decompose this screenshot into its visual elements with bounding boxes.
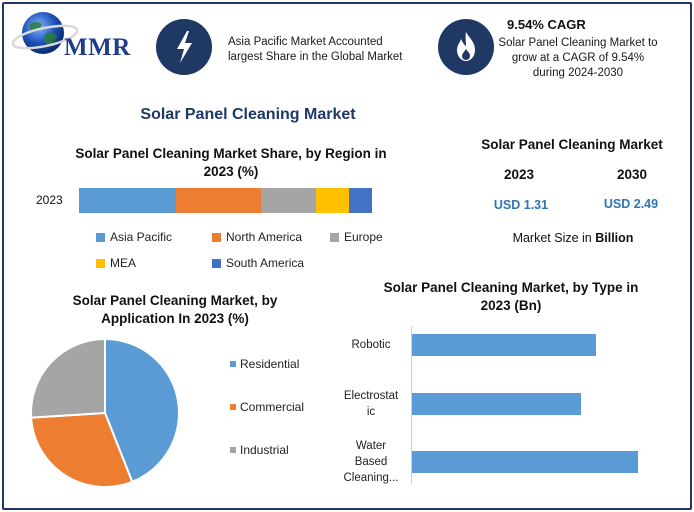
region-chart-title: Solar Panel Cleaning Market Share, by Re… xyxy=(75,146,387,179)
region-bar-segment-europe xyxy=(260,188,317,213)
region-stacked-bar xyxy=(79,188,372,213)
legend-item-south-america: South America xyxy=(212,256,304,270)
legend-swatch xyxy=(212,232,221,242)
legend-swatch xyxy=(96,232,105,242)
type-category-label-line: Electrostat xyxy=(343,390,399,402)
value-2023: USD 1.31 xyxy=(493,198,549,212)
legend-label: South America xyxy=(226,256,305,270)
type-bar-electrostatic xyxy=(412,393,581,415)
value-2030: USD 2.49 xyxy=(603,197,659,211)
application-chart-title: Solar Panel Cleaning Market, by Applicat… xyxy=(72,293,278,326)
logo-text: MMR xyxy=(64,34,131,61)
cagr-title: 9.54% CAGR xyxy=(507,17,586,32)
region-bar-segment-north-america xyxy=(175,188,261,213)
legend-swatch xyxy=(230,404,236,410)
legend-item-north-america: North America xyxy=(212,230,302,244)
legend-label: Asia Pacific xyxy=(110,230,173,244)
type-category-label-line: Based xyxy=(354,456,388,468)
type-chart-title: Solar Panel Cleaning Market, by Type in … xyxy=(383,280,639,313)
pie-slice-commercial xyxy=(30,411,134,488)
cagr-text: Solar Panel Cleaning Market to grow at a… xyxy=(498,37,658,79)
flame-badge xyxy=(438,19,494,75)
caption-prefix: Market Size in xyxy=(512,231,596,245)
type-category-label-line: Cleaning... xyxy=(343,472,399,484)
type-chart-axis xyxy=(411,326,412,484)
legend-item-mea: MEA xyxy=(96,256,136,270)
type-bar-water-based-cleaning xyxy=(412,451,638,473)
type-category-label-line: ic xyxy=(366,406,376,418)
info-asia-pacific: Asia Pacific Market Accounted largest Sh… xyxy=(228,36,403,63)
region-bar-segment-south-america xyxy=(348,188,372,213)
type-category-label-line: Water xyxy=(355,440,387,452)
legend-label: Industrial xyxy=(240,443,289,457)
caption-unit: Billion xyxy=(595,231,634,245)
type-category-label-line: Robotic xyxy=(351,339,391,351)
pie-slice-industrial xyxy=(30,337,106,419)
pie-legend-item-industrial: Industrial xyxy=(230,443,289,457)
flame-icon xyxy=(457,32,475,61)
globe-logo-icon xyxy=(12,12,78,54)
type-category-label: Water Based Cleaning... xyxy=(334,438,408,486)
type-category-label: Robotic xyxy=(334,337,408,353)
year-2023-label: 2023 xyxy=(503,167,535,182)
type-category-label: Electrostat ic xyxy=(334,388,408,420)
legend-label: MEA xyxy=(110,256,137,270)
pie-slice-residential xyxy=(104,337,180,484)
legend-swatch xyxy=(96,258,105,268)
market-size-title: Solar Panel Cleaning Market xyxy=(481,137,663,152)
type-bar-robotic xyxy=(412,334,596,356)
legend-swatch xyxy=(212,258,221,268)
legend-swatch xyxy=(330,232,339,242)
year-2030-label: 2030 xyxy=(616,167,648,182)
lightning-bolt-icon xyxy=(177,31,192,63)
pie-legend-item-commercial: Commercial xyxy=(230,400,304,414)
legend-label: North America xyxy=(226,230,303,244)
main-title: Solar Panel Cleaning Market xyxy=(140,106,356,123)
legend-label: Commercial xyxy=(240,400,305,414)
legend-item-europe: Europe xyxy=(330,230,383,244)
region-bar-segment-asia-pacific xyxy=(79,188,176,213)
legend-item-asia-pacific: Asia Pacific xyxy=(96,230,172,244)
pie-legend-item-residential: Residential xyxy=(230,357,299,371)
legend-swatch xyxy=(230,447,236,453)
market-size-caption: Market Size in Billion xyxy=(478,231,668,245)
region-bar-year-label: 2023 xyxy=(36,193,63,207)
lightning-badge xyxy=(156,19,212,75)
region-bar-segment-mea xyxy=(316,188,349,213)
legend-label: Europe xyxy=(344,230,383,244)
legend-label: Residential xyxy=(240,357,300,371)
legend-swatch xyxy=(230,361,236,367)
